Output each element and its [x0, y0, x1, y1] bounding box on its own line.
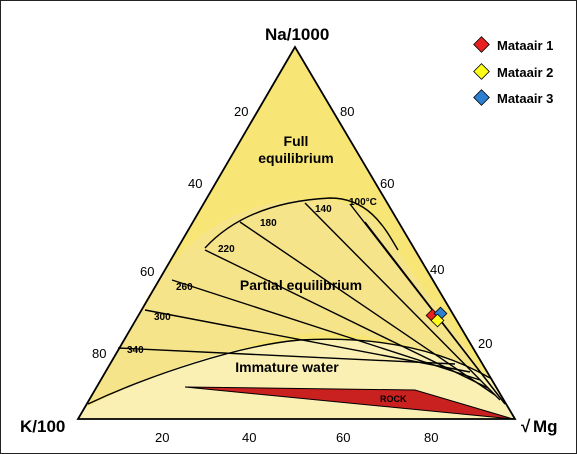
rock-label: ROCK — [380, 394, 407, 404]
isotherm-label-260: 260 — [176, 282, 193, 293]
isotherm-340 — [117, 347, 456, 365]
legend-marker-mataair-1 — [473, 36, 490, 53]
isotherm-label-220: 220 — [218, 244, 235, 255]
full-equilibrium-label-line1: Full — [284, 133, 309, 149]
right-tick-80: 80 — [340, 104, 354, 119]
legend-label-mataair-3: Mataair 3 — [497, 91, 553, 106]
bottom-tick-20: 20 — [155, 430, 169, 445]
legend-marker-mataair-2 — [473, 63, 490, 80]
right-tick-20: 20 — [478, 336, 492, 351]
isotherm-180 — [239, 221, 496, 396]
triangle-outline — [76, 45, 517, 420]
right-tick-60: 60 — [380, 176, 394, 191]
legend-label-mataair-1: Mataair 1 — [497, 38, 553, 53]
apex-top-label: Na/1000 — [265, 25, 329, 44]
isotherm-label-140: 140 — [315, 204, 332, 215]
sample-marker-mataair-2 — [430, 313, 445, 328]
bottom-tick-60: 60 — [336, 430, 350, 445]
apex-left-label: K/100 — [20, 417, 65, 436]
left-tick-40: 40 — [188, 176, 202, 191]
isotherm-label-340: 340 — [127, 345, 144, 356]
isotherm-label-100: 100°C — [349, 197, 377, 208]
apex-right-label: Mg — [533, 417, 558, 436]
full-equilibrium-curve — [204, 197, 399, 251]
partial-equilibrium-label: Partial equilibrium — [240, 277, 362, 293]
apex-right-radical: √ — [521, 417, 531, 436]
bottom-tick-40: 40 — [242, 430, 256, 445]
isotherm-label-180: 180 — [260, 218, 277, 229]
sample-markers — [425, 306, 448, 328]
immature-water-label: Immature water — [235, 359, 339, 375]
isotherm-220 — [204, 249, 489, 389]
rock-field — [184, 386, 514, 420]
legend: Mataair 1 Mataair 2 Mataair 3 — [473, 36, 553, 106]
isotherm-140 — [304, 202, 501, 401]
left-tick-80: 80 — [92, 346, 106, 361]
bottom-tick-80: 80 — [424, 430, 438, 445]
left-tick-60: 60 — [140, 264, 154, 279]
legend-marker-mataair-3 — [473, 89, 490, 106]
legend-label-mataair-2: Mataair 2 — [497, 65, 553, 80]
isotherm-label-300: 300 — [154, 312, 171, 323]
left-tick-20: 20 — [234, 104, 248, 119]
right-tick-40: 40 — [430, 262, 444, 277]
full-equilibrium-label-line2: equilibrium — [258, 150, 333, 166]
